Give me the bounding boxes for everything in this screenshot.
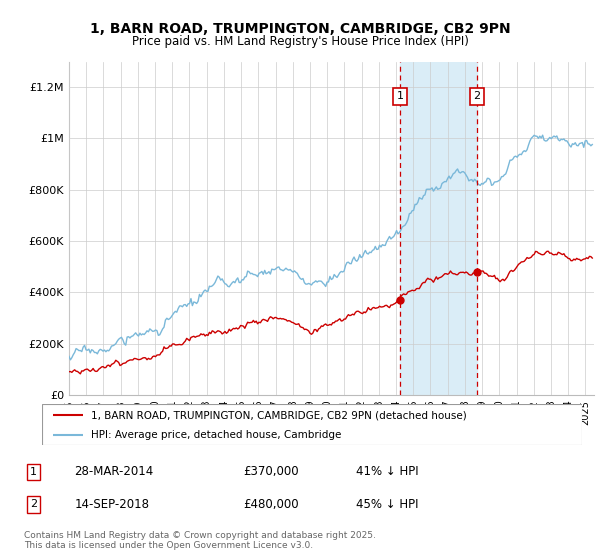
Bar <box>400 62 477 395</box>
Text: 1, BARN ROAD, TRUMPINGTON, CAMBRIDGE, CB2 9PN (detached house): 1, BARN ROAD, TRUMPINGTON, CAMBRIDGE, CB… <box>91 410 466 421</box>
Text: Price paid vs. HM Land Registry's House Price Index (HPI): Price paid vs. HM Land Registry's House … <box>131 35 469 48</box>
Text: 14-SEP-2018: 14-SEP-2018 <box>74 498 149 511</box>
Text: 1: 1 <box>30 466 37 477</box>
Text: £480,000: £480,000 <box>244 498 299 511</box>
Text: 45% ↓ HPI: 45% ↓ HPI <box>356 498 419 511</box>
Text: 1, BARN ROAD, TRUMPINGTON, CAMBRIDGE, CB2 9PN: 1, BARN ROAD, TRUMPINGTON, CAMBRIDGE, CB… <box>89 22 511 36</box>
Text: 2: 2 <box>30 500 37 510</box>
Text: £370,000: £370,000 <box>244 465 299 478</box>
Text: 2: 2 <box>473 91 481 101</box>
Text: 41% ↓ HPI: 41% ↓ HPI <box>356 465 419 478</box>
Text: HPI: Average price, detached house, Cambridge: HPI: Average price, detached house, Camb… <box>91 430 341 440</box>
Text: Contains HM Land Registry data © Crown copyright and database right 2025.
This d: Contains HM Land Registry data © Crown c… <box>24 531 376 550</box>
Text: 1: 1 <box>397 91 404 101</box>
Text: 28-MAR-2014: 28-MAR-2014 <box>74 465 154 478</box>
